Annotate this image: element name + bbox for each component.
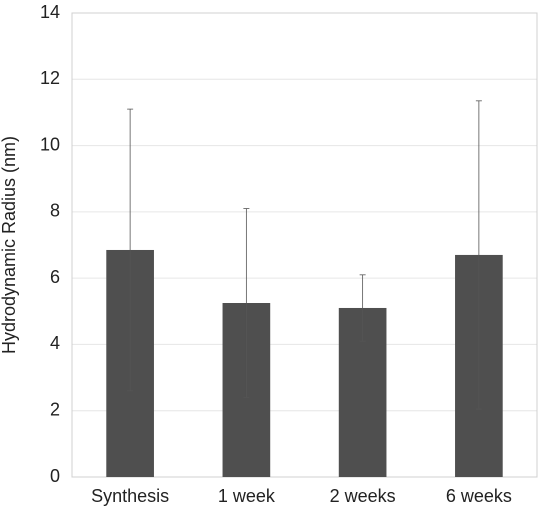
y-tick-label: 2 (50, 399, 60, 419)
y-tick-label: 10 (40, 134, 60, 154)
y-tick-label: 0 (50, 466, 60, 486)
y-axis-label: Hydrodynamic Radius (nm) (0, 136, 19, 354)
y-tick-label: 14 (40, 2, 60, 22)
x-tick-label: 1 week (218, 486, 276, 506)
y-tick-label: 12 (40, 68, 60, 88)
x-tick-label: Synthesis (91, 486, 169, 506)
x-tick-label: 6 weeks (446, 486, 512, 506)
plot-frame (71, 12, 538, 478)
y-tick-label: 6 (50, 267, 60, 287)
x-tick-label: 2 weeks (330, 486, 396, 506)
y-tick-label: 8 (50, 201, 60, 221)
y-tick-label: 4 (50, 333, 60, 353)
